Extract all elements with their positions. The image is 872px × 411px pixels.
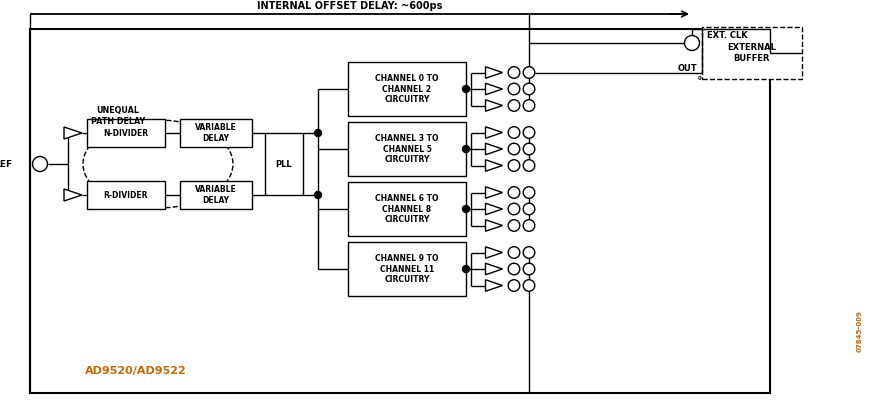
Circle shape: [508, 247, 520, 258]
Circle shape: [462, 85, 469, 92]
Bar: [348, 122, 466, 176]
Circle shape: [508, 160, 520, 171]
Circle shape: [523, 247, 535, 258]
Text: PLL: PLL: [276, 159, 292, 169]
Circle shape: [523, 127, 535, 138]
Circle shape: [508, 143, 520, 155]
Bar: [348, 242, 466, 296]
Text: R-DIVIDER: R-DIVIDER: [104, 191, 148, 199]
Text: 0: 0: [698, 76, 702, 81]
Polygon shape: [486, 220, 502, 231]
Polygon shape: [486, 100, 502, 111]
Bar: [180, 181, 252, 209]
Circle shape: [685, 35, 699, 51]
Circle shape: [523, 220, 535, 231]
Polygon shape: [486, 160, 502, 171]
Polygon shape: [486, 83, 502, 95]
Text: UNEQUAL
PATH DELAY: UNEQUAL PATH DELAY: [91, 106, 145, 126]
Text: VARIABLE
DELAY: VARIABLE DELAY: [195, 123, 237, 143]
Circle shape: [508, 187, 520, 198]
Text: EXTERNAL
BUFFER: EXTERNAL BUFFER: [727, 43, 776, 63]
Text: AD9520/AD9522: AD9520/AD9522: [85, 366, 187, 376]
Circle shape: [523, 263, 535, 275]
Circle shape: [315, 129, 322, 136]
Polygon shape: [486, 263, 502, 275]
Polygon shape: [486, 127, 502, 138]
Circle shape: [508, 83, 520, 95]
Circle shape: [523, 203, 535, 215]
Bar: [87, 181, 165, 209]
Text: 07845-009: 07845-009: [857, 310, 863, 352]
Bar: [30, 29, 770, 393]
Circle shape: [508, 100, 520, 111]
Polygon shape: [486, 67, 502, 78]
Circle shape: [508, 220, 520, 231]
Circle shape: [523, 67, 535, 79]
Text: OUT: OUT: [678, 64, 697, 73]
Bar: [87, 119, 165, 147]
Circle shape: [508, 203, 520, 215]
Circle shape: [523, 83, 535, 95]
Circle shape: [462, 266, 469, 272]
Circle shape: [523, 187, 535, 198]
Text: REF: REF: [0, 159, 12, 169]
Bar: [702, 27, 802, 79]
Circle shape: [508, 127, 520, 138]
Circle shape: [523, 280, 535, 291]
Circle shape: [508, 280, 520, 291]
Circle shape: [508, 263, 520, 275]
Polygon shape: [486, 187, 502, 198]
Polygon shape: [486, 280, 502, 291]
Circle shape: [523, 160, 535, 171]
Text: CHANNEL 9 TO
CHANNEL 11
CIRCUITRY: CHANNEL 9 TO CHANNEL 11 CIRCUITRY: [375, 254, 439, 284]
Polygon shape: [486, 203, 502, 215]
Text: VARIABLE
DELAY: VARIABLE DELAY: [195, 185, 237, 205]
Circle shape: [462, 145, 469, 152]
Circle shape: [508, 67, 520, 79]
Text: CHANNEL 3 TO
CHANNEL 5
CIRCUITRY: CHANNEL 3 TO CHANNEL 5 CIRCUITRY: [375, 134, 439, 164]
Circle shape: [462, 206, 469, 212]
Bar: [180, 119, 252, 147]
Text: CHANNEL 6 TO
CHANNEL 8
CIRCUITRY: CHANNEL 6 TO CHANNEL 8 CIRCUITRY: [375, 194, 439, 224]
Text: N-DIVIDER: N-DIVIDER: [104, 129, 148, 138]
Bar: [348, 62, 466, 116]
Text: CHANNEL 0 TO
CHANNEL 2
CIRCUITRY: CHANNEL 0 TO CHANNEL 2 CIRCUITRY: [375, 74, 439, 104]
Circle shape: [315, 192, 322, 199]
Circle shape: [523, 143, 535, 155]
Polygon shape: [64, 127, 82, 139]
Text: EXT. CLK: EXT. CLK: [707, 30, 747, 39]
Polygon shape: [64, 189, 82, 201]
Bar: [265, 133, 303, 195]
Polygon shape: [486, 143, 502, 155]
Text: INTERNAL OFFSET DELAY: ~600ps: INTERNAL OFFSET DELAY: ~600ps: [257, 1, 443, 11]
Polygon shape: [486, 247, 502, 258]
Circle shape: [32, 157, 47, 171]
Bar: [348, 182, 466, 236]
Circle shape: [523, 100, 535, 111]
